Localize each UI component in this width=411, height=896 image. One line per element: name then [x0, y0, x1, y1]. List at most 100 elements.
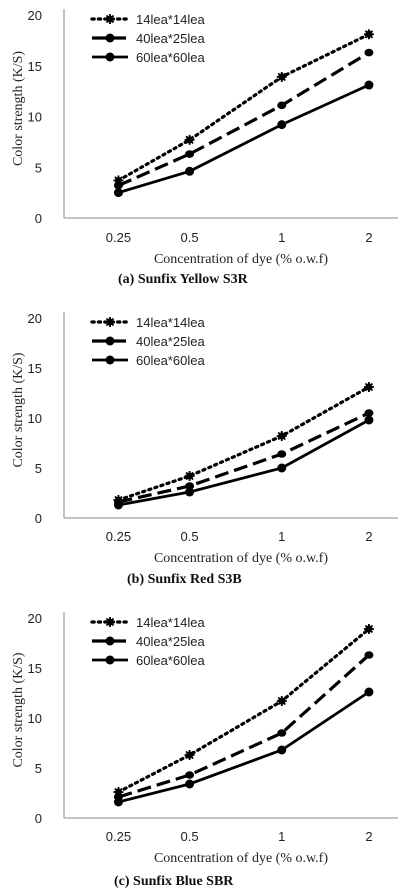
series-point [113, 797, 123, 807]
series-point [113, 500, 123, 510]
chart-svg-b: 0 5 10 15 20 0.25 0.5 1 2 Concentration of dye (%… [11, 311, 398, 566]
x-tick-label: 2 [365, 829, 372, 844]
legend-label: 60lea*60lea [136, 653, 205, 668]
y-axis-label: Color strength (K/S) [11, 652, 26, 767]
caption-a-text: Sunfix Yellow S3R [137, 272, 248, 287]
x-tick-label: 0.25 [106, 529, 131, 544]
y-tick-label: 0 [35, 811, 42, 826]
x-axis-label: Concentration of dye (% o.w.f) [154, 551, 328, 566]
series-point [185, 166, 195, 176]
legend-label: 14lea*14lea [136, 615, 205, 630]
series-point [277, 101, 287, 110]
legend-label: 60lea*60lea [136, 50, 205, 65]
x-tick-label: 1 [278, 829, 285, 844]
series-point [277, 450, 287, 458]
series-point [184, 750, 195, 760]
y-axis-label: Color strength (K/S) [11, 352, 26, 467]
x-tick-label: 2 [365, 529, 372, 544]
series-point [185, 487, 195, 497]
series-point [185, 779, 195, 789]
series-point [277, 463, 287, 473]
series-point [277, 745, 287, 755]
caption-a-label: (a) [118, 272, 135, 287]
y-tick-label: 15 [28, 361, 42, 376]
y-tick-label: 5 [35, 761, 42, 776]
series-point [364, 409, 374, 417]
legend-label: 60lea*60lea [136, 353, 205, 368]
series-line-3 [118, 418, 370, 507]
caption-c: (c) Sunfix Blue SBR [114, 874, 404, 890]
series-point [364, 415, 374, 425]
series-line-3 [118, 690, 370, 804]
y-tick-label: 0 [35, 511, 42, 526]
x-axis-label: Concentration of dye (% o.w.f) [154, 851, 328, 866]
series-point [277, 729, 287, 737]
legend-label: 40lea*25lea [136, 31, 205, 46]
x-axis-label: Concentration of dye (% o.w.f) [154, 252, 328, 267]
series-line-1 [116, 32, 371, 183]
chart-svg-c: 0 5 10 15 20 0.25 0.5 1 2 Concentration of dye (%… [11, 611, 398, 866]
series-point [184, 471, 195, 481]
series-point [363, 382, 374, 392]
series-point [363, 624, 374, 634]
caption-b: (b) Sunfix Red S3B [127, 572, 407, 588]
y-tick-label: 0 [35, 211, 42, 226]
legend-marker [105, 33, 115, 43]
series-line-3 [118, 83, 370, 194]
chart-panel-b: 0 5 10 15 20 0.25 0.5 1 2 Concentration of dye (%… [0, 300, 411, 570]
series-point [364, 651, 374, 659]
series-line-1 [116, 385, 371, 502]
chart-panel-a: 0 5 10 15 20 0.25 0.5 1 2 Concentration of dye (%… [0, 0, 411, 270]
y-tick-label: 20 [28, 611, 42, 626]
legend-marker [105, 617, 115, 627]
legend-marker [105, 355, 115, 365]
x-tick-label: 0.25 [106, 829, 131, 844]
series-point [364, 687, 374, 697]
y-tick-label: 20 [28, 311, 42, 326]
legend-marker [105, 14, 115, 24]
y-tick-label: 5 [35, 160, 42, 175]
y-tick-label: 15 [28, 59, 42, 74]
series-point [185, 482, 195, 490]
caption-b-label: (b) [127, 572, 145, 587]
series-point [185, 150, 195, 158]
series-line-2 [118, 411, 370, 504]
x-tick-label: 0.25 [106, 230, 131, 245]
x-tick-label: 0.5 [181, 529, 199, 544]
chart-panel-c: 0 5 10 15 20 0.25 0.5 1 2 Concentration of dye (%… [0, 600, 411, 876]
legend-label: 14lea*14lea [136, 315, 205, 330]
series-point [184, 134, 195, 145]
y-tick-label: 10 [28, 110, 42, 125]
series-point [364, 48, 374, 57]
x-tick-label: 2 [365, 230, 372, 245]
series-point [276, 71, 287, 82]
y-tick-label: 15 [28, 661, 42, 676]
legend-label: 40lea*25lea [136, 634, 205, 649]
caption-a: (a) Sunfix Yellow S3R [118, 272, 398, 288]
legend-label: 14lea*14lea [136, 12, 205, 27]
legend-label: 40lea*25lea [136, 334, 205, 349]
series-point [277, 120, 287, 130]
caption-c-label: (c) [114, 874, 130, 889]
series-point [364, 80, 374, 90]
x-tick-label: 1 [278, 529, 285, 544]
legend-marker [105, 636, 115, 646]
y-axis-label: Color strength (K/S) [11, 51, 26, 166]
caption-c-text: Sunfix Blue SBR [133, 874, 234, 889]
y-tick-label: 10 [28, 711, 42, 726]
series-line-1 [116, 627, 371, 794]
series-point [113, 188, 123, 198]
series-point [276, 431, 287, 441]
y-tick-label: 10 [28, 411, 42, 426]
series-line-2 [117, 51, 370, 187]
series-line-2 [117, 653, 371, 799]
chart-svg-a: 0 5 10 15 20 0.25 0.5 1 2 Concentration of dye (%… [11, 8, 398, 267]
x-tick-label: 0.5 [181, 829, 199, 844]
x-tick-label: 0.5 [181, 230, 199, 245]
legend-marker [105, 52, 115, 62]
y-tick-label: 20 [28, 8, 42, 23]
series-point [113, 181, 123, 190]
caption-b-text: Sunfix Red S3B [147, 572, 242, 587]
series-point [363, 29, 374, 40]
series-point [276, 696, 287, 706]
